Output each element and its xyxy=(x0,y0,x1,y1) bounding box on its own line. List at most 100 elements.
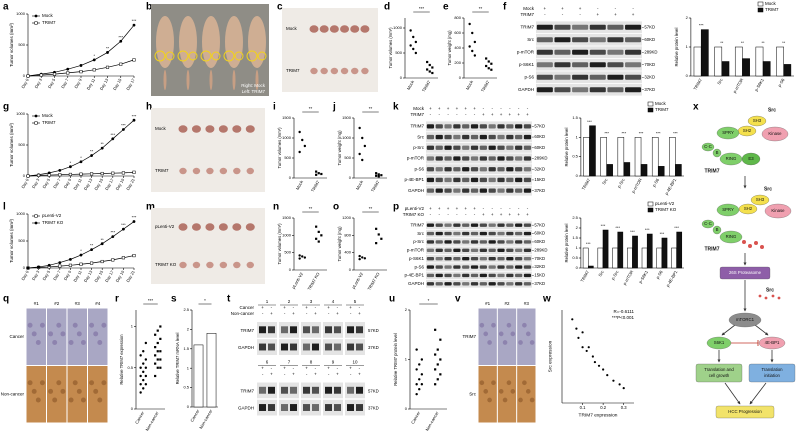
mouse-tail xyxy=(255,70,259,90)
point xyxy=(591,355,594,358)
tumor xyxy=(350,25,360,33)
lane-sign: + xyxy=(327,366,330,371)
point xyxy=(100,242,104,246)
lane-sign: - xyxy=(483,106,485,111)
photo xyxy=(151,208,265,284)
x-tick-label: Day 15 xyxy=(93,177,104,191)
tumor xyxy=(233,261,241,269)
bar xyxy=(602,229,609,269)
point xyxy=(581,331,584,334)
blot-band xyxy=(497,240,505,244)
bar xyxy=(742,58,750,77)
blot-row-label: TRIM7 xyxy=(411,222,425,227)
legend-swatch xyxy=(647,107,654,113)
lane-sign: - xyxy=(430,112,432,117)
blot-band xyxy=(515,177,523,183)
legend-swatch xyxy=(647,207,654,213)
legend-marker xyxy=(34,221,38,225)
node-label: initiation xyxy=(764,373,780,378)
blot-band xyxy=(470,240,479,244)
blot-band xyxy=(523,156,532,161)
panel-letter: n xyxy=(273,202,279,213)
bar xyxy=(646,233,653,269)
blot-band xyxy=(281,386,288,394)
col-label: #3 xyxy=(75,301,81,306)
blot-band xyxy=(444,167,452,172)
lane-sign: + xyxy=(336,372,339,377)
blot-band xyxy=(435,134,443,140)
blot-strip xyxy=(301,382,321,399)
lane-sign: - xyxy=(447,112,449,117)
blot-band xyxy=(453,282,461,286)
bar xyxy=(612,247,618,269)
mouse xyxy=(248,16,266,68)
point xyxy=(436,363,439,366)
blot-band xyxy=(479,156,487,161)
point xyxy=(68,263,72,267)
kda-label: 289KD xyxy=(534,156,547,161)
x-tick-label: Mock xyxy=(295,179,305,191)
blot-band xyxy=(426,282,435,286)
point xyxy=(358,254,361,258)
tissue-stain xyxy=(518,340,523,345)
x-tick-label: Cancer xyxy=(410,410,421,425)
blot-band xyxy=(515,167,523,172)
significance: ** xyxy=(479,6,483,11)
point xyxy=(487,60,490,63)
lane-sign: + xyxy=(314,311,317,316)
blot-band xyxy=(303,404,310,411)
legend-label: TRIM7 KO xyxy=(42,220,64,225)
tissue-image xyxy=(88,308,108,365)
kda-label: 32KD xyxy=(534,166,545,171)
point xyxy=(100,259,104,264)
node-label: Translation and xyxy=(704,367,734,372)
point xyxy=(361,136,364,140)
x-tick-label: pLenti-V2 xyxy=(291,271,305,290)
tissue-stain xyxy=(101,380,107,386)
blot-strip xyxy=(536,46,642,59)
significance: * xyxy=(80,248,82,253)
blot-strip xyxy=(426,238,532,246)
node-label: C-C xyxy=(704,144,712,149)
x-tick-label: p-Src xyxy=(610,270,619,281)
lane-sign: + xyxy=(517,212,520,217)
bar xyxy=(600,137,607,177)
point xyxy=(471,31,474,35)
point xyxy=(571,318,574,321)
point xyxy=(79,172,83,176)
tumor xyxy=(340,67,349,75)
point xyxy=(154,354,157,357)
blot-band xyxy=(290,343,297,351)
x-tick-label: Mock xyxy=(406,79,416,91)
point xyxy=(420,383,424,386)
legend-label: Mock xyxy=(655,101,667,106)
blot-band xyxy=(259,326,266,334)
point xyxy=(439,373,442,376)
mouse-tail xyxy=(186,70,190,90)
y-axis-title: Src expression xyxy=(547,340,553,372)
blot-band xyxy=(536,62,553,68)
kda-label: 57KD xyxy=(644,24,655,29)
panel-letter: f xyxy=(503,2,507,13)
blot-band xyxy=(572,62,589,68)
blot-band xyxy=(506,257,514,261)
blot-band xyxy=(347,343,354,351)
blot-band xyxy=(347,386,354,394)
blot-band xyxy=(470,223,479,227)
y-tick-label: 0 xyxy=(686,73,689,78)
blot-band xyxy=(554,37,571,43)
blot-band xyxy=(488,273,496,278)
node-label: SPRY xyxy=(722,130,734,135)
bar xyxy=(587,265,594,269)
point xyxy=(90,261,94,265)
blot-band xyxy=(426,156,435,161)
lane-sign: - xyxy=(438,212,440,217)
point xyxy=(66,67,70,71)
blot-band xyxy=(453,156,461,161)
bar xyxy=(721,61,730,77)
blot-strip xyxy=(536,33,642,46)
y-tick-label: 0 xyxy=(400,75,403,80)
y-axis-title: Relative TRIM7 mRNA level xyxy=(175,333,180,385)
x-tick-label: Day 9 xyxy=(63,269,73,281)
y-tick-label: 500 xyxy=(18,142,25,147)
